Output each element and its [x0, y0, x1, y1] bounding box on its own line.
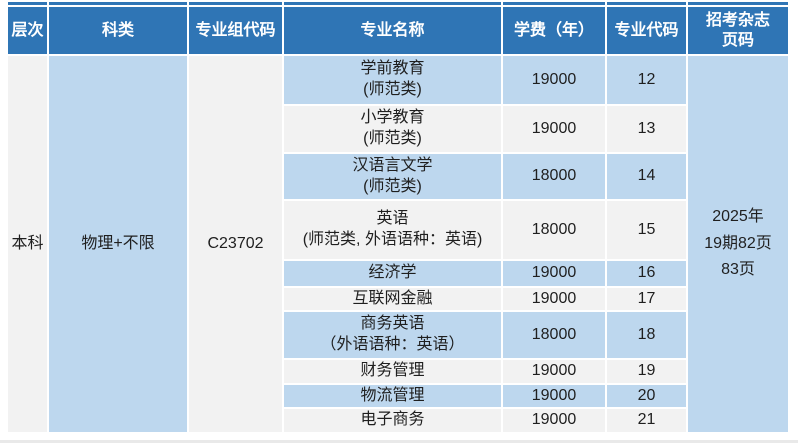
tuition-cell: 19000	[503, 385, 605, 407]
major-code-cell: 13	[607, 106, 686, 152]
cutoff-row-below-sliver	[0, 440, 798, 443]
major-name-cell: 学前教育 (师范类)	[284, 56, 501, 104]
tuition-cell: 18000	[503, 312, 605, 358]
table-row: 财务管理 19000 19	[8, 360, 788, 383]
major-name-cell: 经济学	[284, 261, 501, 286]
table-row: 互联网金融 19000 17	[8, 288, 788, 310]
table-row: 英语 (师范类, 外语语种：英语) 18000 15	[8, 201, 788, 259]
major-name-cell: 汉语言文学 (师范类)	[284, 154, 501, 199]
major-code-cell: 20	[607, 385, 686, 407]
major-code-cell: 16	[607, 261, 686, 286]
tuition-cell: 19000	[503, 261, 605, 286]
tuition-cell: 19000	[503, 409, 605, 432]
major-code-cell: 17	[607, 288, 686, 310]
major-name-cell: 小学教育 (师范类)	[284, 106, 501, 152]
table-row: 本科 物理+不限 C23702 学前教育 (师范类) 19000 12 2025…	[8, 56, 788, 432]
major-code-cell: 21	[607, 409, 686, 432]
header-major-code: 专业代码	[607, 7, 686, 54]
major-code-cell: 15	[607, 201, 686, 259]
major-name-cell: 英语 (师范类, 外语语种：英语)	[284, 201, 501, 259]
table-row: 电子商务 19000 21	[8, 409, 788, 432]
table-row: 小学教育 (师范类) 19000 13	[8, 106, 788, 152]
tuition-cell: 19000	[503, 106, 605, 152]
major-name-cell: 电子商务	[284, 409, 501, 432]
header-magazine-pages: 招考杂志 页码	[688, 7, 788, 54]
header-level: 层次	[8, 7, 47, 54]
table-row: 物流管理 19000 20	[8, 385, 788, 407]
tuition-cell: 18000	[503, 154, 605, 199]
major-code-cell: 19	[607, 360, 686, 383]
major-code-cell: 14	[607, 154, 686, 199]
tuition-cell: 19000	[503, 56, 605, 104]
major-name-cell: 互联网金融	[284, 288, 501, 310]
major-code-cell: 18	[607, 312, 686, 358]
tuition-cell: 19000	[503, 360, 605, 383]
header-group-code: 专业组代码	[189, 7, 282, 54]
admissions-table: 层次 科类 专业组代码 专业名称 学费（年） 专业代码 招考杂志 页码 本科 物…	[6, 5, 790, 434]
header-major-name: 专业名称	[284, 7, 501, 54]
table-row: 商务英语 （外语语种：英语） 18000 18	[8, 312, 788, 358]
major-name-cell: 财务管理	[284, 360, 501, 383]
table-row: 经济学 19000 16	[8, 261, 788, 286]
major-code-cell: 12	[607, 56, 686, 104]
major-name-cell: 物流管理	[284, 385, 501, 407]
subject-category-cell: 物理+不限	[49, 56, 187, 432]
header-row: 层次 科类 专业组代码 专业名称 学费（年） 专业代码 招考杂志 页码	[8, 7, 788, 54]
header-subject: 科类	[49, 7, 187, 54]
tuition-cell: 18000	[503, 201, 605, 259]
table-row: 汉语言文学 (师范类) 18000 14	[8, 154, 788, 199]
header-tuition: 学费（年）	[503, 7, 605, 54]
group-code-cell: C23702	[189, 56, 282, 432]
tuition-cell: 19000	[503, 288, 605, 310]
level-cell: 本科	[8, 56, 47, 432]
magazine-pages-cell: 2025年 19期82页 83页	[688, 56, 788, 432]
major-name-cell: 商务英语 （外语语种：英语）	[284, 312, 501, 358]
cutoff-row-above-sliver	[8, 2, 791, 5]
